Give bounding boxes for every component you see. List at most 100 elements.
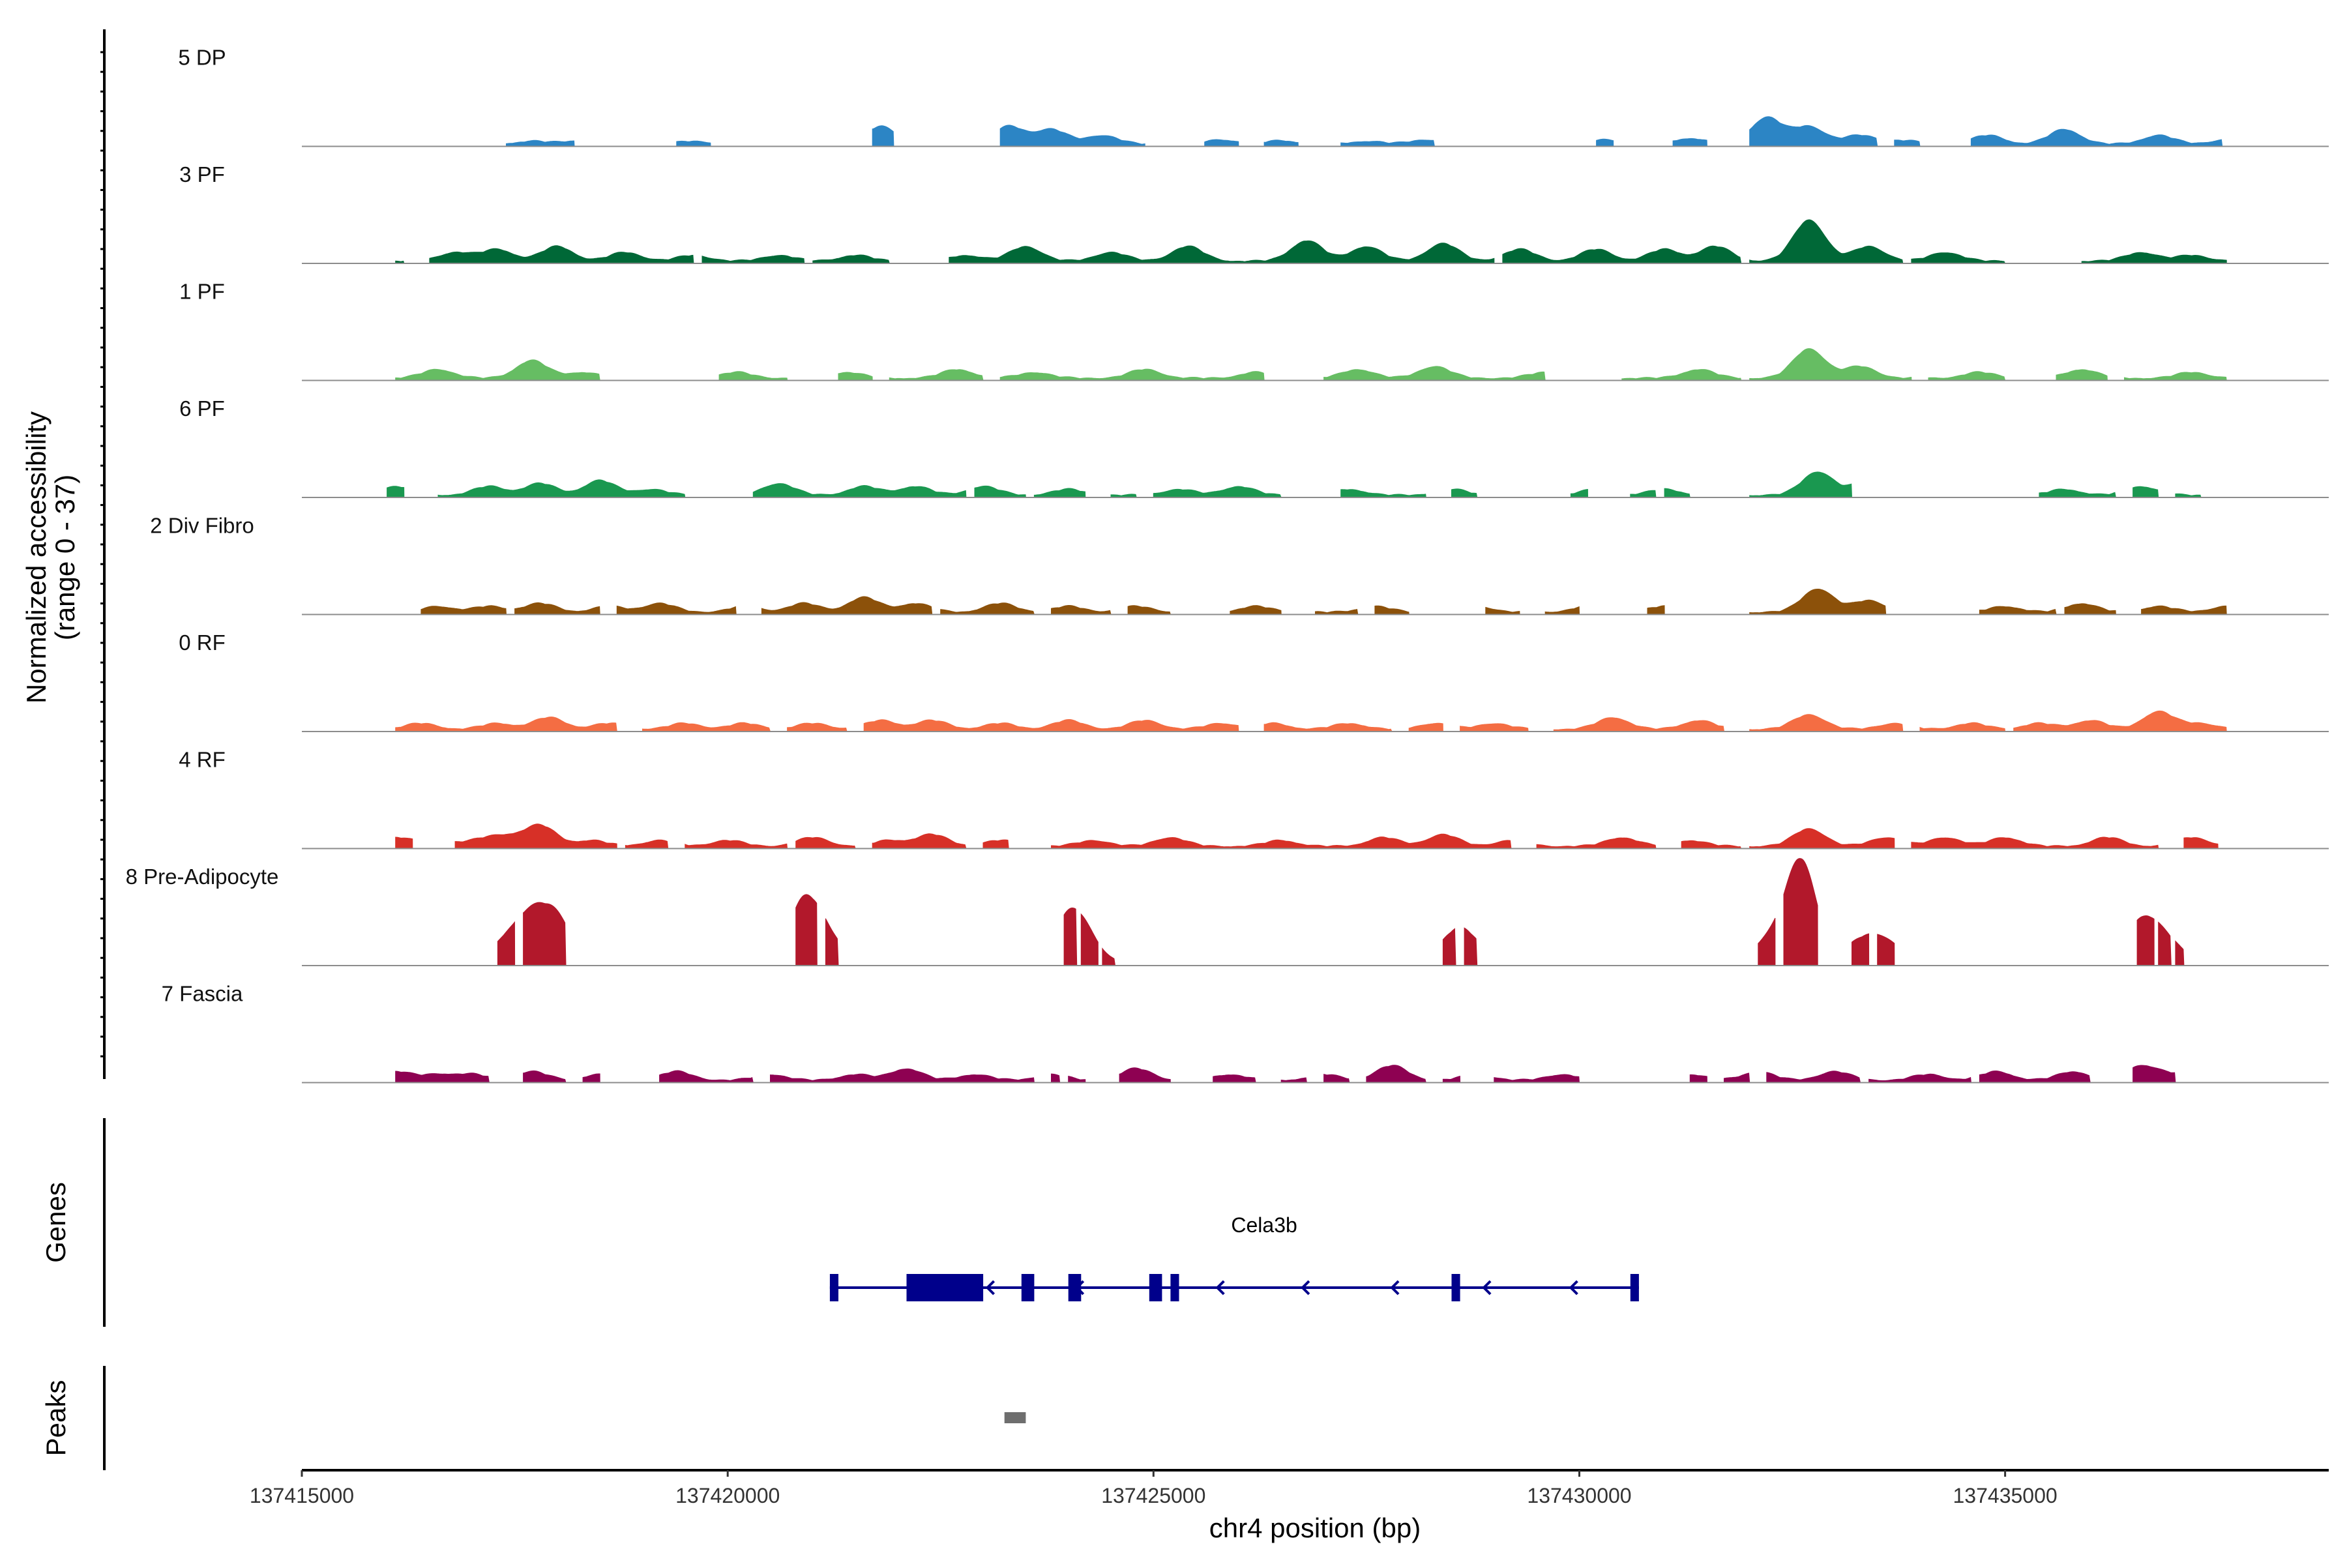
coverage-area (2081, 252, 2227, 264)
coverage-area (1919, 722, 2006, 732)
coverage-area (1460, 723, 1529, 732)
coverage-area (1970, 128, 2223, 147)
coverage-area (752, 483, 967, 498)
coverage-area (1928, 371, 2006, 381)
coverage-area (1681, 840, 1742, 849)
x-tick-label: 137425000 (1101, 1484, 1205, 1507)
track-8-pre-adipocyte: 8 Pre-Adipocyte (126, 858, 2329, 966)
coverage-area (770, 1068, 1035, 1083)
track-3-pf: 3 PF (179, 162, 2329, 264)
coverage-area (949, 240, 1495, 264)
coverage-area (1749, 348, 1912, 381)
coverage-area (642, 722, 771, 732)
coverage-area (1911, 252, 2006, 264)
x-tick-label: 137420000 (675, 1484, 780, 1507)
coverage-area (1340, 489, 1426, 498)
track-label: 8 Pre-Adipocyte (126, 865, 279, 889)
track-label: 1 PF (179, 280, 225, 304)
coverage-area (940, 602, 1035, 615)
coverage-area (872, 833, 967, 849)
coverage-area (616, 602, 737, 615)
track-label: 6 PF (179, 396, 225, 421)
coverage-area (1749, 219, 1904, 264)
coverage-area (2013, 710, 2227, 732)
coverage-area (787, 722, 848, 732)
track-label: 7 Fascia (162, 982, 243, 1006)
coverage-area (1647, 605, 1665, 615)
coverage-area (1494, 1074, 1580, 1083)
coverage-area (1110, 494, 1137, 498)
coverage-area (999, 368, 1265, 381)
strand-arrow-icon (1569, 1280, 1578, 1295)
coverage-area (863, 719, 1239, 732)
coverage-area (625, 839, 669, 849)
y-axis-title: Normalized accessibility (21, 411, 52, 703)
coverage-area (1911, 836, 2159, 849)
peak-region (1004, 1412, 1026, 1423)
coverage-area (1536, 837, 1657, 849)
coverage-area (1153, 486, 1282, 498)
coverage-area (1877, 934, 1895, 966)
coverage-area (421, 605, 507, 615)
coverage-area (701, 254, 805, 264)
coverage-area (1204, 139, 1239, 147)
coverage-area (825, 918, 839, 966)
coverage-area (1102, 947, 1116, 966)
coverage-area (718, 371, 788, 381)
coverage-area (582, 1073, 600, 1083)
gene-exon (1068, 1274, 1082, 1301)
coverage-area (1119, 1067, 1171, 1083)
strand-arrow-icon (1301, 1280, 1310, 1295)
coverage-area (2056, 369, 2108, 381)
coverage-area (1868, 1073, 1971, 1083)
x-tick-label: 137430000 (1527, 1484, 1631, 1507)
coverage-area (454, 823, 617, 849)
coverage-area (395, 836, 413, 849)
gene-exon (829, 1274, 838, 1301)
gene-exon (1170, 1274, 1179, 1301)
coverage-area (2124, 372, 2227, 381)
coverage-area (1323, 1074, 1350, 1083)
y-axis-ticks (100, 51, 104, 1058)
gene-exon (1630, 1274, 1639, 1301)
coverage-area (1783, 858, 1818, 966)
coverage-area (1263, 140, 1299, 147)
coverage-area (1442, 1075, 1461, 1083)
coverage-area (1315, 609, 1359, 615)
gene-exon (1021, 1274, 1035, 1301)
coverage-area (1374, 605, 1410, 615)
gene-name-label: Cela3b (1231, 1213, 1297, 1237)
coverage-area (1408, 722, 1443, 732)
coverage-area (974, 485, 1026, 498)
coverage-area (395, 1071, 490, 1083)
coverage-area (2133, 486, 2159, 498)
coverage-area (676, 140, 711, 147)
strand-arrow-icon (1390, 1280, 1400, 1295)
coverage-area (1213, 1074, 1256, 1083)
coverage-area (1724, 1072, 1750, 1083)
coverage-area (1689, 1074, 1707, 1083)
coverage-area (523, 1070, 567, 1083)
coverage-area (982, 839, 1009, 849)
strand-arrow-icon (1074, 1280, 1085, 1295)
coverage-area (1664, 488, 1690, 498)
track-7-fascia: 7 Fascia (162, 982, 2329, 1084)
coverage-area (685, 840, 788, 849)
genes-panel-label: Genes (40, 1182, 71, 1263)
coverage-area (2141, 605, 2227, 615)
coverage-area (395, 717, 617, 732)
strand-arrow-icon (985, 1280, 996, 1295)
coverage-tracks: 5 DP 3 PF 1 PF 6 PF 2 Div Fibro 0 RF 4 RF 8 Pre… (126, 46, 2329, 1084)
coverage-area (1280, 1077, 1307, 1083)
gene-model-cela3b (829, 1274, 1639, 1301)
x-tick-label: 137415000 (250, 1484, 354, 1507)
coverage-area (2183, 837, 2219, 849)
coverage-area (1544, 606, 1580, 615)
coverage-area (1051, 605, 1112, 615)
gene-exon (906, 1274, 984, 1301)
coverage-area (1080, 913, 1099, 966)
peaks-panel-label: Peaks (40, 1380, 71, 1457)
coverage-area (1630, 490, 1657, 498)
gene-exon (1149, 1274, 1162, 1301)
track-label: 4 RF (179, 748, 226, 772)
